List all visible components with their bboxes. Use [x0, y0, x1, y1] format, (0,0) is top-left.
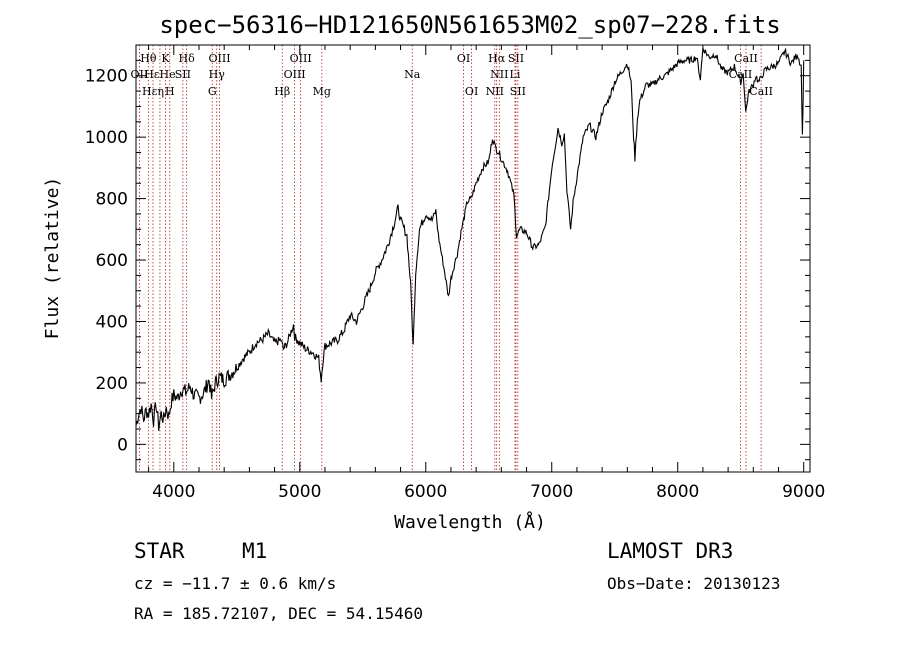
x-axis-label: Wavelength (Å) [394, 511, 546, 533]
spectrum-line [135, 47, 805, 431]
spectral-line-label: K [161, 52, 170, 65]
y-tick-label: 0 [117, 435, 128, 455]
x-tick-label: 7000 [530, 482, 573, 502]
spectral-line-label: Na [404, 68, 421, 81]
spectral-line-label: SII [175, 68, 191, 81]
y-tick-label: 1000 [85, 128, 128, 148]
survey-name: LAMOST DR3 [607, 539, 733, 563]
spectral-line-label: OI [457, 52, 470, 65]
ra-dec: RA = 185.72107, DEC = 54.15460 [134, 604, 423, 623]
spectral-line-label: Hγ [209, 68, 226, 81]
object-subclass: M1 [242, 539, 267, 563]
y-tick-label: 1200 [85, 67, 128, 87]
spectral-line-label: Li [510, 68, 521, 81]
spectral-line-label: Hβ [274, 85, 290, 98]
spectral-line-label: OI [465, 85, 478, 98]
y-tick-label: 800 [96, 190, 128, 210]
spectral-line-label: CaII [749, 85, 773, 98]
spectral-line-label: SII [508, 52, 524, 65]
cz-value: cz = −11.7 ± 0.6 km/s [134, 574, 336, 593]
spectral-line-label: CaII [734, 52, 758, 65]
object-class: STAR [134, 539, 185, 563]
spectral-line-label: H [165, 85, 175, 98]
spectral-line-label: CaII [729, 68, 753, 81]
y-tick-label: 200 [96, 374, 128, 394]
spectral-line-label: OIII [290, 52, 312, 65]
x-axis-ticks: 4000 5000 6000 7000 8000 9000 [148, 45, 825, 502]
spectral-line-label: Mg [313, 85, 331, 98]
spectral-line-label: HεHe [144, 68, 175, 81]
x-tick-label: 8000 [656, 482, 699, 502]
spectral-line-label: Hεη [142, 85, 164, 98]
spectral-line-label: NII [490, 68, 508, 81]
spectral-line-label: G [208, 85, 217, 98]
spectral-line-label: OIII [208, 52, 230, 65]
y-tick-label: 600 [96, 251, 128, 271]
spectral-line-label: Hα [488, 52, 506, 65]
x-tick-label: 9000 [782, 482, 825, 502]
obs-date: Obs−Date: 20130123 [607, 574, 780, 593]
y-axis-ticks: 0 200 400 600 800 1000 1200 [85, 59, 810, 461]
x-tick-label: 4000 [152, 482, 195, 502]
y-tick-label: 400 [96, 312, 128, 332]
plot-frame [135, 44, 811, 473]
spectral-line-label: NII [486, 85, 504, 98]
spectral-line-label: Hδ [179, 52, 196, 65]
y-axis-label: Flux (relative) [42, 177, 63, 340]
spectral-line-label: SII [510, 85, 526, 98]
spectral-line-label: Hθ [140, 52, 157, 65]
chart-title: spec−56316−HD121650N561653M02_sp07−228.f… [159, 11, 780, 39]
x-tick-label: 6000 [404, 482, 447, 502]
spectral-line-label: OII [131, 68, 149, 81]
spectral-line-label: OIII [284, 68, 306, 81]
x-tick-label: 5000 [278, 482, 321, 502]
